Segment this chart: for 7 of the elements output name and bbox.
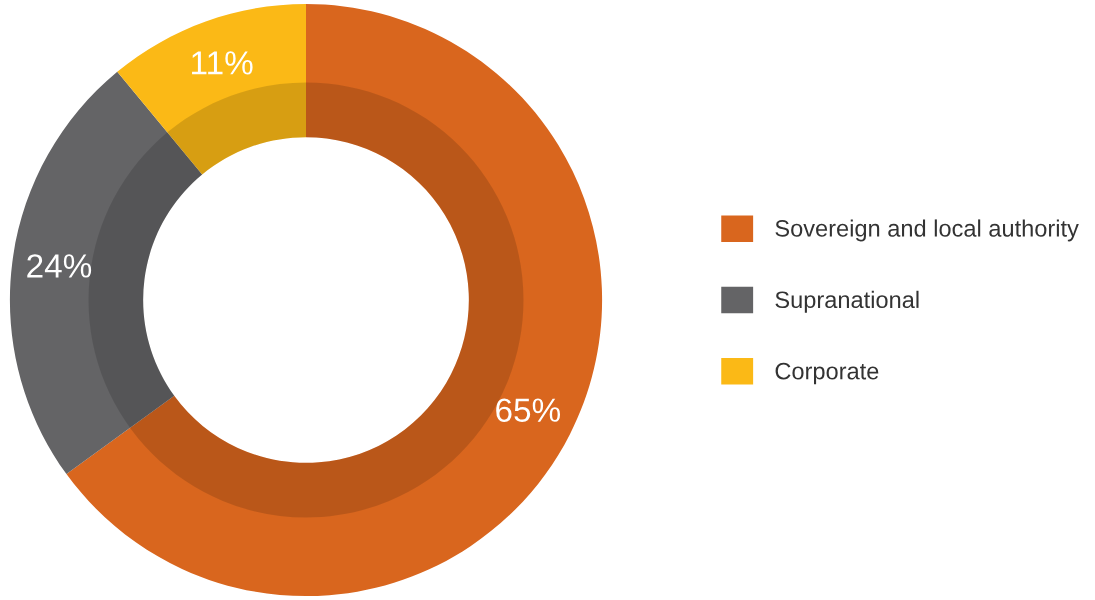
legend-label: Supranational	[775, 290, 919, 313]
legend-label: Corporate	[775, 362, 879, 385]
donut-slice	[117, 3, 306, 175]
data-label: 11%	[192, 51, 253, 75]
legend-label: Sovereign and local authority	[775, 219, 1079, 242]
data-label: 65%	[496, 398, 561, 422]
data-label: 24%	[27, 254, 92, 278]
